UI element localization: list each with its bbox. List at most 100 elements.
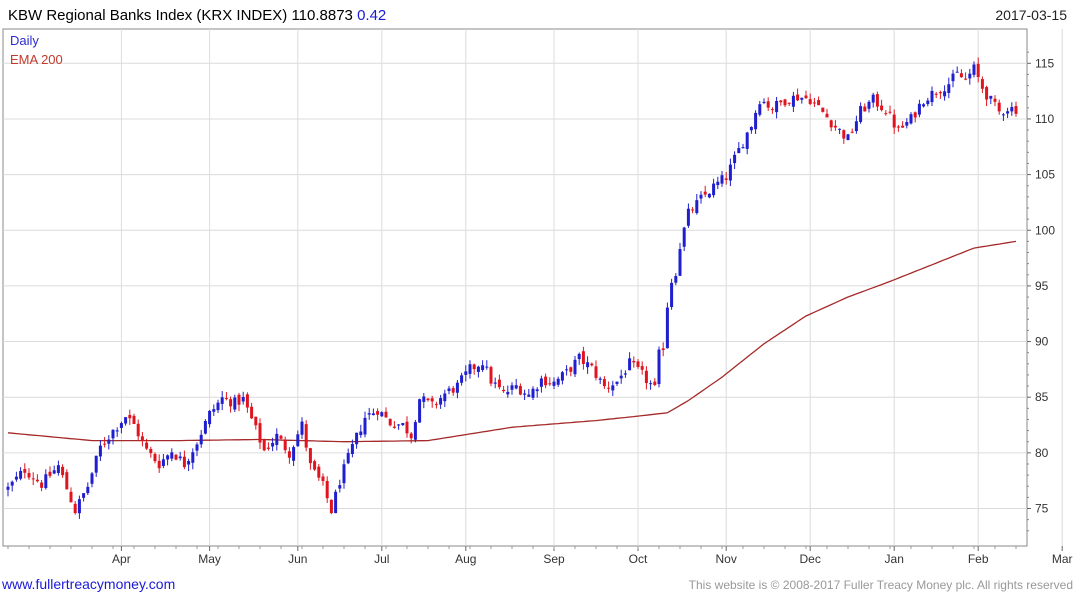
plot-frame [2, 28, 1028, 547]
price-candle [65, 469, 69, 490]
candle-body [817, 100, 821, 106]
candle-body [989, 96, 993, 99]
candle-body [657, 349, 661, 385]
candle-body [149, 448, 153, 454]
candle-body [19, 471, 23, 479]
candle-body [926, 100, 930, 105]
candle-body [611, 385, 615, 391]
title-main: KBW Regional Banks Index (KRX INDEX) 110… [8, 7, 353, 24]
price-candle [632, 356, 636, 368]
candle-body [48, 471, 52, 476]
candle-body [955, 71, 959, 73]
price-candle [283, 436, 287, 454]
candle-body [460, 375, 464, 383]
candle-body [388, 418, 392, 426]
price-candle [888, 105, 892, 115]
price-candle [447, 385, 451, 395]
candle-body [14, 476, 18, 480]
price-candle [56, 460, 60, 476]
price-candle [245, 392, 249, 413]
candle-body [208, 410, 212, 425]
price-candle [98, 440, 102, 462]
candle-body [128, 414, 132, 419]
price-candle [493, 377, 497, 389]
price-candle [644, 366, 648, 390]
price-candle [434, 401, 438, 409]
candle-body [229, 399, 233, 407]
price-candle [875, 91, 879, 112]
candle-body [304, 424, 308, 448]
price-candle [892, 109, 896, 134]
price-candle [502, 385, 506, 393]
price-candle [6, 482, 10, 497]
price-candle [346, 448, 350, 465]
price-candle [531, 386, 535, 401]
candle-body [338, 485, 342, 489]
price-candle [392, 421, 396, 429]
price-candle [128, 409, 132, 425]
price-candle [258, 418, 262, 449]
price-candle [27, 468, 31, 480]
price-candle [14, 471, 18, 482]
price-candle [796, 88, 800, 102]
price-candle [577, 352, 581, 365]
candle-body [107, 439, 111, 444]
price-series [6, 57, 1018, 519]
y-tick-label: 90 [1035, 335, 1049, 349]
candle-body [909, 114, 913, 124]
price-candle [909, 112, 913, 125]
price-candle [376, 408, 380, 421]
price-candle [413, 419, 417, 443]
candle-body [44, 474, 48, 489]
candle-body [829, 120, 833, 128]
footer-site-link[interactable]: www.fullertreacymoney.com [1, 576, 175, 592]
price-candle [707, 193, 711, 199]
candle-body [993, 98, 997, 102]
price-candle [371, 408, 375, 416]
price-candle [976, 57, 980, 83]
candle-body [905, 122, 909, 126]
y-tick-label: 115 [1035, 56, 1054, 70]
candle-body [938, 92, 942, 94]
candle-body [136, 423, 140, 437]
price-candle [691, 207, 695, 214]
candle-body [145, 442, 149, 449]
candle-body [602, 379, 606, 387]
price-candle [800, 97, 804, 104]
candle-body [728, 164, 732, 181]
price-candle [300, 417, 304, 439]
price-candle [208, 410, 212, 428]
price-candle [749, 126, 753, 134]
candle-body [976, 63, 980, 78]
price-candle [581, 346, 585, 370]
candle-body [808, 99, 812, 104]
price-candle [82, 493, 86, 502]
x-tick-label: Feb [968, 552, 989, 566]
price-candle [405, 416, 409, 438]
candle-body [195, 444, 199, 451]
candle-body [380, 412, 384, 417]
price-candle [527, 388, 531, 397]
price-candle [833, 120, 837, 131]
price-candle [964, 72, 968, 81]
candle-body [581, 351, 585, 364]
candle-body [86, 486, 90, 494]
candle-body [1001, 114, 1005, 116]
price-candle [149, 446, 153, 458]
price-candle [972, 61, 976, 78]
candle-body [1010, 107, 1014, 112]
candle-body [552, 381, 556, 386]
price-candle [506, 385, 510, 398]
price-candle [548, 377, 552, 386]
price-candle [426, 398, 430, 402]
candle-body [510, 385, 514, 390]
candle-body [439, 398, 443, 405]
price-candle [695, 193, 699, 215]
candle-body [40, 482, 44, 488]
candle-body [451, 388, 455, 393]
price-candle [670, 278, 674, 310]
candle-body [766, 101, 770, 108]
candle-body [825, 113, 829, 118]
candle-body [754, 112, 758, 130]
candle-body [871, 94, 875, 103]
